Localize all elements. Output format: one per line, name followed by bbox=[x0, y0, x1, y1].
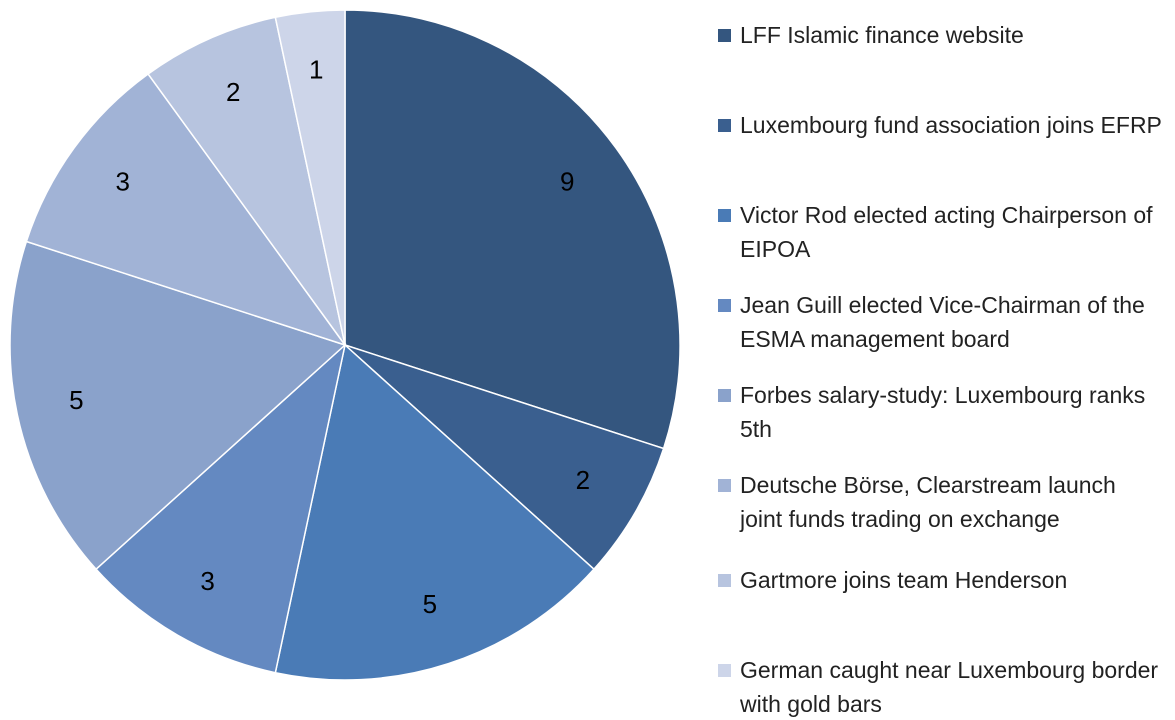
legend-label: Victor Rod elected acting Chairperson of… bbox=[740, 202, 1153, 262]
data-label: 5 bbox=[69, 385, 83, 415]
legend-swatch bbox=[718, 119, 731, 132]
legend-label: German caught near Luxembourg border wit… bbox=[740, 657, 1159, 717]
legend-swatch bbox=[718, 299, 731, 312]
data-label: 2 bbox=[226, 77, 240, 107]
legend-label: Deutsche Börse, Clearstream launch joint… bbox=[740, 472, 1116, 532]
legend-swatch bbox=[718, 664, 731, 677]
legend-label: Luxembourg fund association joins EFRP bbox=[740, 112, 1162, 138]
data-label: 3 bbox=[116, 166, 130, 196]
data-label: 9 bbox=[560, 166, 574, 196]
legend-label: LFF Islamic finance website bbox=[740, 22, 1024, 48]
pie-slice bbox=[344, 344, 665, 571]
legend-swatch bbox=[718, 574, 731, 587]
legend-item: Gartmore joins team Henderson bbox=[718, 563, 1163, 597]
legend-swatch bbox=[718, 209, 731, 222]
legend-label: Gartmore joins team Henderson bbox=[740, 567, 1068, 593]
legend-swatch bbox=[718, 389, 731, 402]
pie: 9 2 5 3 5 3 2 1 bbox=[9, 9, 681, 681]
legend-swatch bbox=[718, 479, 731, 492]
legend-item: Deutsche Börse, Clearstream launch joint… bbox=[718, 468, 1163, 536]
legend-item: Forbes salary-study: Luxembourg ranks 5t… bbox=[718, 378, 1163, 446]
legend-label: Forbes salary-study: Luxembourg ranks 5t… bbox=[740, 382, 1146, 442]
data-label: 5 bbox=[423, 589, 437, 619]
legend-item: Victor Rod elected acting Chairperson of… bbox=[718, 198, 1163, 266]
legend-item: Jean Guill elected Vice-Chairman of the … bbox=[718, 288, 1163, 356]
pie-slice bbox=[147, 16, 346, 346]
pie-slice bbox=[274, 343, 596, 681]
pie-slice bbox=[344, 9, 681, 450]
legend-item: LFF Islamic finance website bbox=[718, 18, 1163, 52]
data-label: 1 bbox=[309, 55, 323, 85]
legend-swatch bbox=[718, 29, 731, 42]
pie-slice bbox=[94, 342, 347, 674]
pie-slice bbox=[274, 9, 346, 346]
legend-item: German caught near Luxembourg border wit… bbox=[718, 653, 1163, 720]
data-label: 3 bbox=[200, 566, 214, 596]
pie-slice bbox=[25, 72, 347, 347]
legend-item: Luxembourg fund association joins EFRP bbox=[718, 108, 1163, 142]
data-label: 2 bbox=[576, 465, 590, 495]
pie-slice bbox=[9, 240, 347, 571]
legend-label: Jean Guill elected Vice-Chairman of the … bbox=[740, 292, 1145, 352]
